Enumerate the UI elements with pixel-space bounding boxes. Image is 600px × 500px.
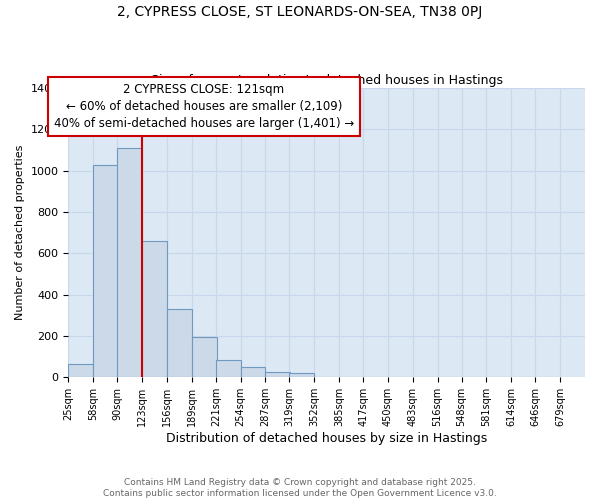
Title: Size of property relative to detached houses in Hastings: Size of property relative to detached ho… (151, 74, 503, 87)
Bar (241, 367, 265, 378)
Text: 2, CYPRESS CLOSE, ST LEONARDS-ON-SEA, TN38 0PJ: 2, CYPRESS CLOSE, ST LEONARDS-ON-SEA, TN… (118, 5, 482, 19)
Bar (192, 337, 217, 378)
Bar (142, 241, 167, 378)
Bar (68, 364, 93, 378)
Bar (289, 373, 314, 378)
Bar (93, 164, 118, 378)
Y-axis label: Number of detached properties: Number of detached properties (15, 145, 25, 320)
Text: Contains HM Land Registry data © Crown copyright and database right 2025.
Contai: Contains HM Land Registry data © Crown c… (103, 478, 497, 498)
Bar (117, 148, 142, 378)
Bar (167, 309, 192, 378)
Bar (216, 360, 241, 378)
Text: 2 CYPRESS CLOSE: 121sqm
← 60% of detached houses are smaller (2,109)
40% of semi: 2 CYPRESS CLOSE: 121sqm ← 60% of detache… (53, 84, 354, 130)
Bar (265, 372, 290, 378)
X-axis label: Distribution of detached houses by size in Hastings: Distribution of detached houses by size … (166, 432, 487, 445)
